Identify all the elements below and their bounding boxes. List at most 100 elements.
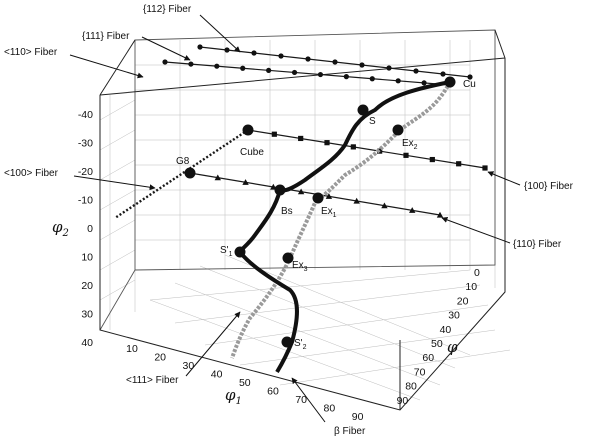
beta-path: [237, 80, 451, 374]
point-ex1: [312, 192, 324, 204]
label-100-axis-fiber: <100> Fiber: [4, 168, 59, 179]
floor-grid: [149, 254, 511, 401]
fiber-111-marker: [369, 76, 375, 82]
phi-tick: 0: [474, 267, 480, 279]
fiber-111-marker: [162, 59, 168, 65]
point-cube: [242, 124, 254, 136]
fiber-110-marker: [214, 174, 221, 181]
phi1-tick: 20: [154, 352, 166, 364]
fiber-111-marker: [395, 78, 401, 84]
phi-tick: 50: [431, 338, 443, 350]
fiber-110-marker: [325, 193, 333, 199]
point-bs: [274, 184, 286, 196]
fiber-112-marker: [467, 74, 473, 80]
point-ex3: [282, 252, 294, 264]
phi2-tick: -20: [78, 166, 93, 178]
label-s: S: [369, 116, 376, 127]
phi-tick: 70: [414, 366, 426, 378]
phi2-tick: 10: [81, 252, 93, 264]
point-g8: [184, 167, 196, 179]
label-ex3: Ex3: [292, 260, 308, 273]
fiber-111-marker: [291, 69, 298, 76]
phi-tick: 10: [465, 281, 477, 293]
fiber-100-marker: [429, 156, 435, 163]
fiber-111-marker: [266, 67, 272, 73]
phi1-tick: 70: [295, 394, 307, 406]
phi2-tick: 0: [87, 223, 93, 235]
phi1-tick: 10: [126, 343, 138, 355]
fiber-110-marker: [409, 207, 416, 213]
phi-tick: 40: [440, 324, 452, 336]
phi-tick: 20: [457, 295, 469, 307]
fiber-110-marker: [436, 211, 444, 218]
label-g8: G8: [176, 156, 190, 167]
fiber-100-marker: [456, 161, 462, 167]
fiber-110-marker: [353, 197, 360, 204]
fiber-callouts: {112} Fiber {111} Fiber <110> Fiber <100…: [4, 4, 574, 437]
label-cube: Cube: [240, 147, 264, 158]
phi2-tick: 40: [81, 337, 93, 349]
phi2-tick: -10: [78, 195, 93, 207]
phi2-tick-labels: -40 -30 -20 -10 0 10 20 30 40: [78, 109, 93, 349]
left-wall-grid: [99, 75, 136, 330]
phi1-tick: 80: [324, 403, 336, 415]
fiber-111-marker: [188, 61, 194, 67]
label-111-axis-fiber: <111> Fiber: [126, 375, 179, 386]
fiber-112-marker: [224, 47, 230, 53]
point-labels: Cu S Ex2 Cube G8 Bs Ex1 S'1 Ex3 S'2: [176, 79, 476, 351]
phi2-tick: -40: [78, 109, 93, 121]
right-wall-grid: [469, 40, 496, 288]
fiber-111-marker: [214, 63, 220, 69]
label-112-fiber: {112} Fiber: [143, 4, 192, 15]
fiber-111-marker: [240, 65, 246, 71]
phi2-tick: 20: [81, 280, 93, 292]
phi1-tick: 40: [211, 369, 223, 381]
phi1-tick: 30: [183, 360, 195, 372]
phi-tick: 80: [405, 381, 417, 393]
fiber-111-marker: [317, 71, 324, 78]
fiber-112-marker: [197, 44, 203, 50]
fiber-112-marker: [386, 65, 392, 71]
phi-tick: 60: [422, 352, 434, 364]
fiber-112-marker: [413, 68, 419, 74]
phi1-tick: 60: [267, 386, 279, 398]
fiber-100-plane-line: [247, 129, 486, 169]
label-100-plane-fiber: {100} Fiber: [524, 181, 574, 192]
fiber-100-marker: [403, 152, 409, 158]
phi2-tick: 30: [81, 309, 93, 321]
fiber-110-marker: [381, 202, 388, 209]
phi-tick-labels: 0 10 20 30 40 50 60 70 80 90: [397, 267, 480, 407]
fiber-100-marker: [482, 165, 488, 171]
label-cu: Cu: [463, 79, 476, 90]
key-points: [184, 76, 456, 348]
fiber-100-marker: [350, 144, 356, 150]
fiber-100-marker: [298, 135, 304, 142]
fiber-111-marker: [343, 74, 349, 80]
phi1-axis-title: φ1: [225, 386, 242, 407]
phi-tick: 90: [397, 395, 409, 407]
label-111-fiber: {111} Fiber: [82, 31, 130, 42]
point-s2: [281, 336, 293, 348]
point-ex2: [392, 124, 404, 136]
label-s1: S'1: [220, 245, 233, 258]
label-s2: S'2: [294, 338, 307, 351]
fiber-111-line: [164, 61, 451, 86]
fiber-112-marker: [332, 59, 338, 65]
point-cu: [444, 76, 456, 88]
phi1-tick: 50: [239, 377, 251, 389]
fiber-100-axis-line: [114, 128, 249, 220]
fiber-112-marker: [278, 53, 284, 59]
fiber-110-marker: [242, 179, 249, 185]
label-110-axis-fiber: <110> Fiber: [4, 47, 58, 58]
phi1-tick: 90: [352, 411, 364, 423]
fiber-112-marker: [251, 50, 257, 56]
fiber-110-marker: [297, 188, 305, 195]
label-ex1: Ex1: [321, 206, 337, 219]
phi2-axis-title: φ2: [52, 218, 69, 239]
label-bs: Bs: [281, 206, 293, 217]
point-s: [357, 104, 369, 116]
fiber-112-marker: [305, 56, 311, 62]
fiber-100-marker: [324, 140, 330, 146]
phi1-tick-labels: 10 20 30 40 50 60 70 80 90: [126, 343, 363, 423]
